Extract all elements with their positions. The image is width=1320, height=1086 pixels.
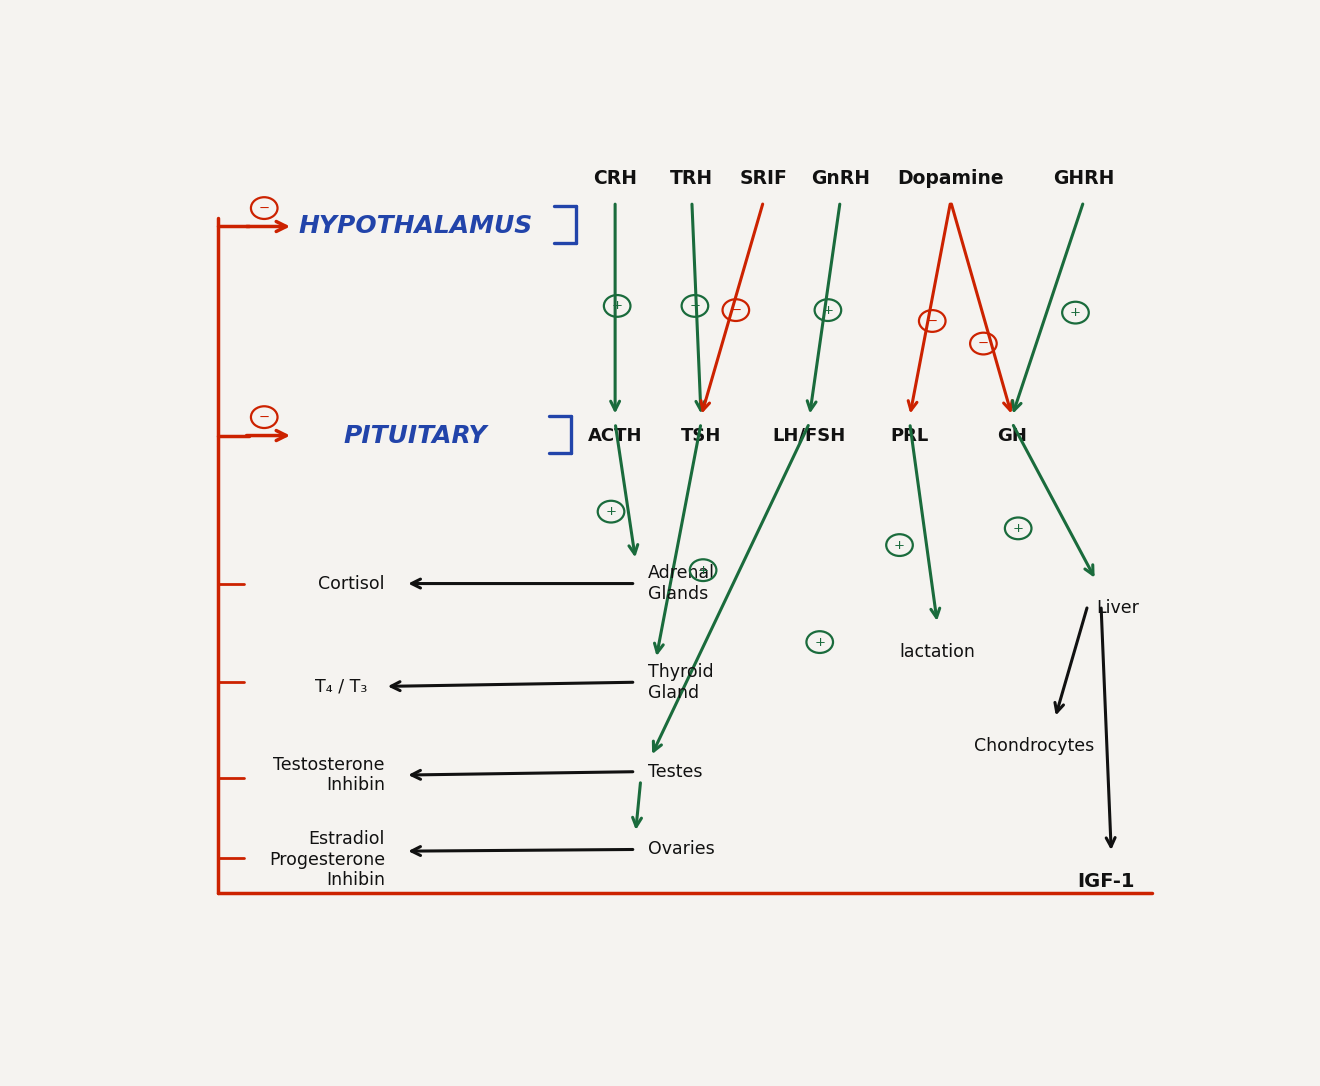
Text: Chondrocytes: Chondrocytes [974, 736, 1094, 755]
Text: LH/FSH: LH/FSH [774, 427, 846, 444]
Text: −: − [978, 337, 989, 350]
Text: SRIF: SRIF [739, 169, 788, 188]
Text: −: − [927, 315, 937, 328]
Text: +: + [697, 564, 709, 577]
Text: CRH: CRH [593, 169, 638, 188]
Text: +: + [1012, 522, 1024, 535]
Text: GHRH: GHRH [1053, 169, 1114, 188]
Text: Ovaries: Ovaries [648, 841, 714, 858]
Text: Thyroid
Gland: Thyroid Gland [648, 662, 714, 702]
Text: +: + [606, 505, 616, 518]
Text: HYPOTHALAMUS: HYPOTHALAMUS [298, 215, 533, 239]
Text: PRL: PRL [891, 427, 929, 444]
Text: −: − [730, 304, 742, 317]
Text: Adrenal
Glands: Adrenal Glands [648, 564, 715, 603]
Text: PITUITARY: PITUITARY [343, 424, 487, 447]
Text: Testosterone
Inhibin: Testosterone Inhibin [273, 756, 385, 795]
Text: Estradiol
Progesterone
Inhibin: Estradiol Progesterone Inhibin [269, 830, 385, 889]
Text: Liver: Liver [1096, 598, 1139, 617]
Text: TSH: TSH [681, 427, 721, 444]
Text: +: + [814, 635, 825, 648]
Text: −: − [259, 202, 269, 215]
Text: +: + [1071, 306, 1081, 319]
Text: +: + [822, 304, 833, 317]
Text: GH: GH [997, 427, 1027, 444]
Text: lactation: lactation [899, 643, 975, 661]
Text: GnRH: GnRH [810, 169, 870, 188]
Text: Testes: Testes [648, 762, 702, 781]
Text: IGF-1: IGF-1 [1077, 872, 1135, 891]
Text: ACTH: ACTH [587, 427, 643, 444]
Text: +: + [689, 300, 701, 313]
Text: TRH: TRH [671, 169, 713, 188]
Text: Cortisol: Cortisol [318, 574, 385, 593]
Text: +: + [894, 539, 906, 552]
Text: Dopamine: Dopamine [898, 169, 1005, 188]
Text: +: + [611, 300, 623, 313]
Text: −: − [259, 411, 269, 424]
Text: T₄ / T₃: T₄ / T₃ [315, 678, 367, 695]
